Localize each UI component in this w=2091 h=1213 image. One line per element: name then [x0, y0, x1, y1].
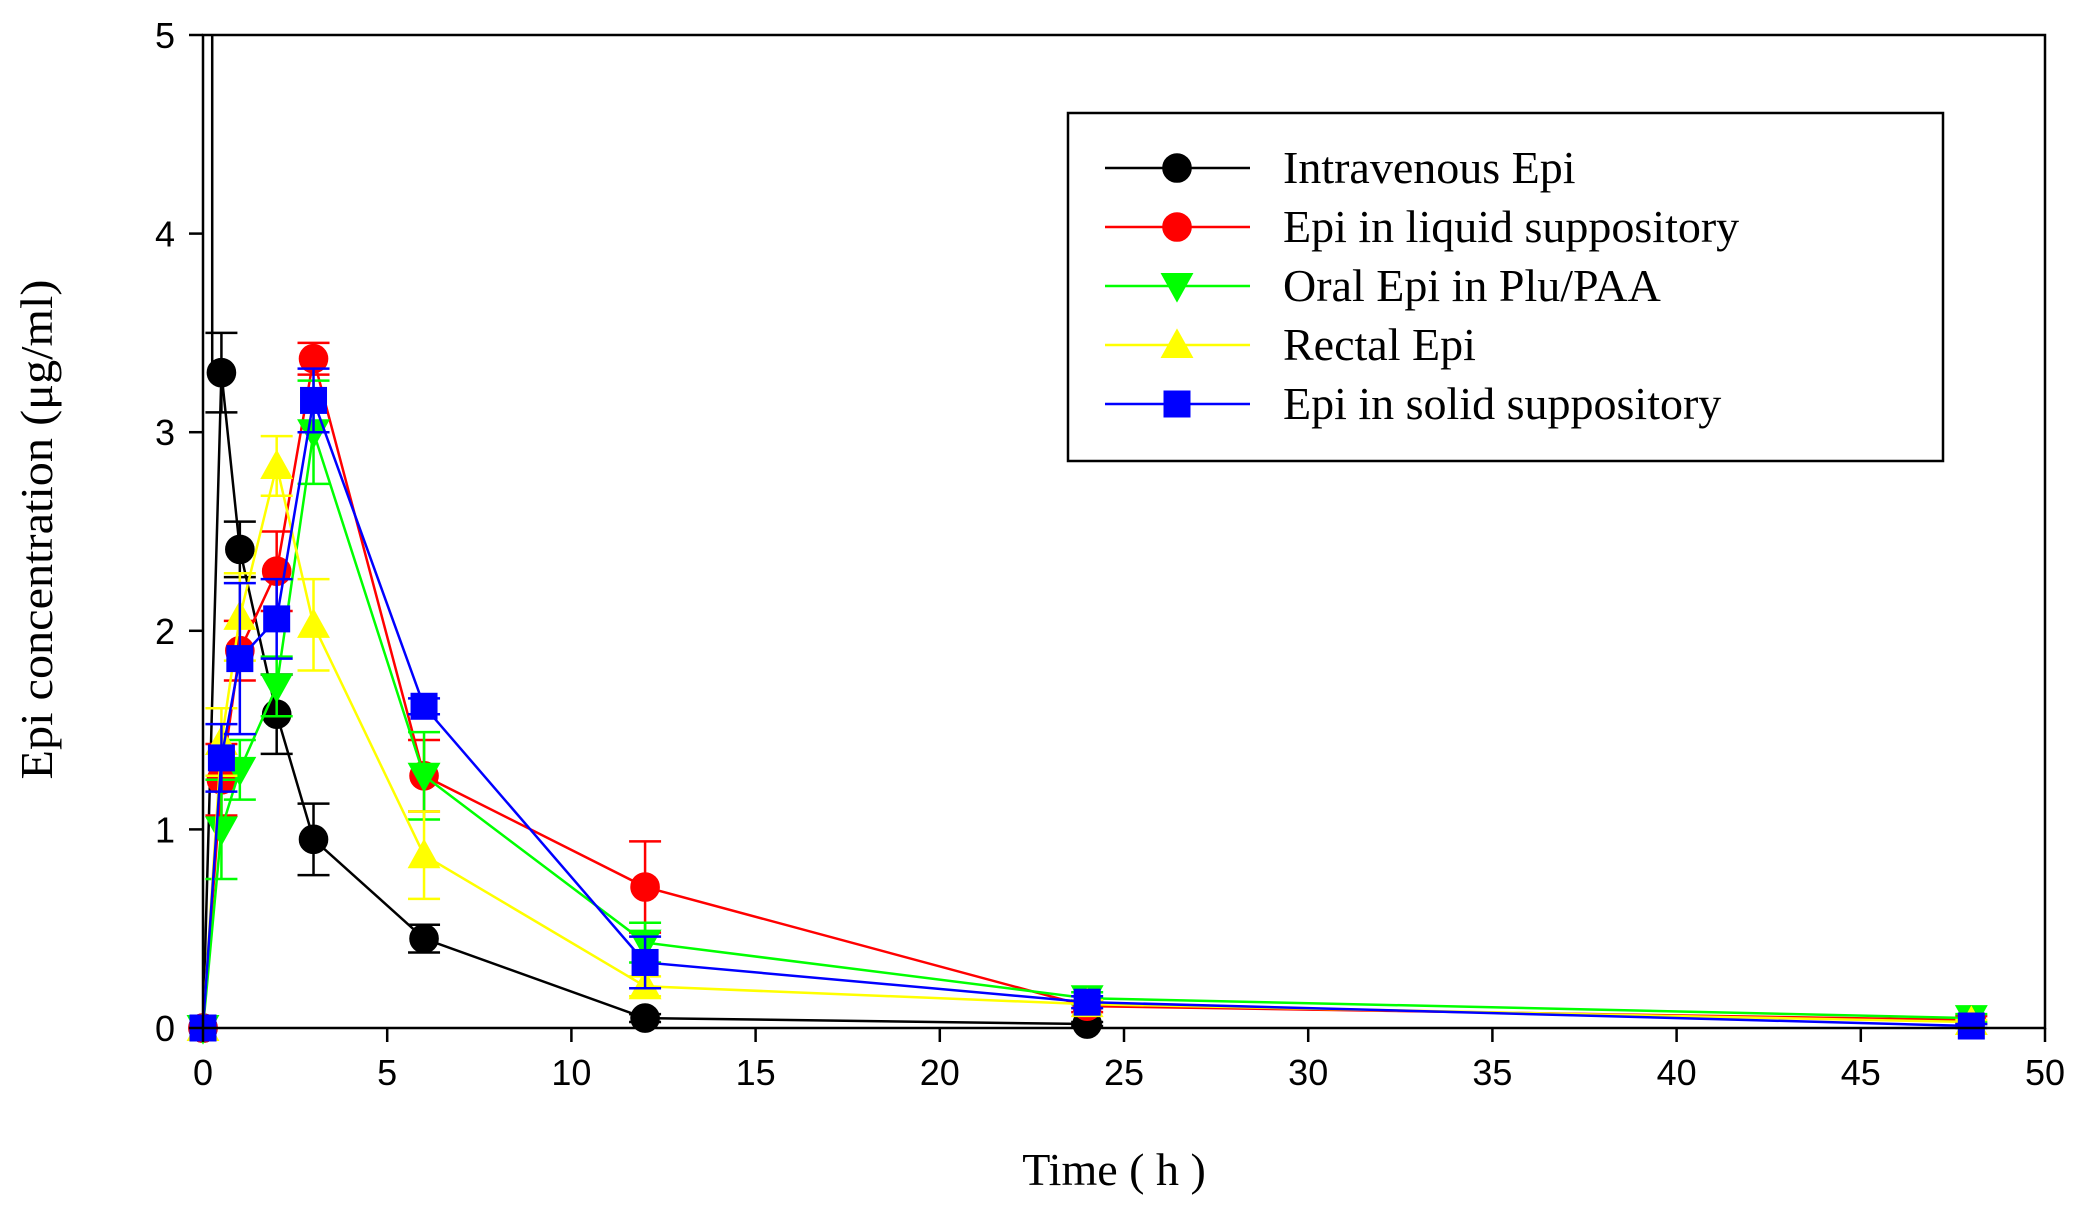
data-point	[409, 923, 439, 954]
data-point	[260, 449, 294, 479]
data-point	[207, 744, 235, 772]
legend-item-4: Rectal Epi	[1105, 319, 1476, 370]
y-tick-label: 0	[155, 1008, 175, 1049]
x-tick-label: 40	[1657, 1052, 1697, 1093]
legend-item-3: Oral Epi in Plu/PAA	[1105, 260, 1661, 311]
x-tick-label: 20	[920, 1052, 960, 1093]
legend-marker	[1162, 212, 1192, 242]
data-point	[297, 608, 330, 638]
data-point	[630, 872, 660, 902]
legend-item-1: Intravenous Epi	[1105, 142, 1576, 193]
x-tick-label: 25	[1104, 1052, 1144, 1093]
legend-item-5: Epi in solid suppository	[1105, 378, 1721, 429]
series-line	[201, 465, 1972, 1029]
data-point	[300, 386, 328, 414]
y-tick-label: 5	[155, 15, 175, 56]
x-tick-label: 45	[1841, 1052, 1881, 1093]
legend: Intravenous Epi Epi in liquid suppository…	[1066, 111, 1945, 463]
y-tick-label: 3	[155, 412, 175, 453]
legend-label: Intravenous Epi	[1283, 142, 1576, 193]
data-point	[630, 1003, 660, 1033]
x-tick-label: 15	[736, 1052, 776, 1093]
x-tick-label: 10	[551, 1052, 591, 1093]
y-tick-label: 1	[155, 809, 175, 850]
y-axis-title: Epi concentration (μg/ml)	[11, 280, 62, 780]
data-point	[410, 692, 438, 720]
x-tick-label: 5	[377, 1052, 397, 1093]
data-point	[298, 824, 329, 855]
y-tick-label: 2	[155, 611, 175, 652]
legend-marker	[1160, 273, 1194, 303]
legend-label: Epi in solid suppository	[1283, 378, 1721, 429]
legend-label: Rectal Epi	[1283, 319, 1476, 370]
data-point	[1073, 988, 1101, 1016]
data-point	[225, 534, 255, 565]
data-point	[631, 948, 659, 976]
legend-label: Oral Epi in Plu/PAA	[1283, 260, 1661, 311]
legend-label: Epi in liquid suppository	[1283, 201, 1739, 252]
x-tick-label: 0	[193, 1052, 213, 1093]
data-point	[407, 762, 441, 793]
x-tick-label: 35	[1472, 1052, 1512, 1093]
series-line	[201, 372, 1088, 1029]
data-point	[263, 605, 291, 633]
data-point	[407, 838, 441, 869]
legend-item-2: Epi in liquid suppository	[1105, 201, 1739, 252]
series-line	[201, 431, 1972, 1029]
x-tick-label: 50	[2025, 1052, 2065, 1093]
legend-marker	[1162, 153, 1192, 183]
data-layer	[186, 35, 1988, 1045]
legend-marker	[1160, 328, 1194, 358]
data-point	[1957, 1012, 1985, 1040]
data-point	[226, 645, 254, 673]
x-axis-title: Time ( h )	[1022, 1144, 1206, 1195]
x-tick-label: 30	[1288, 1052, 1328, 1093]
legend-marker	[1163, 390, 1191, 418]
data-point	[206, 357, 237, 388]
y-tick-label: 4	[155, 214, 175, 255]
data-point	[204, 816, 238, 847]
data-point	[260, 673, 294, 704]
series-3	[186, 379, 1988, 1045]
series-line	[201, 395, 1972, 1029]
series-5	[189, 367, 1988, 1042]
